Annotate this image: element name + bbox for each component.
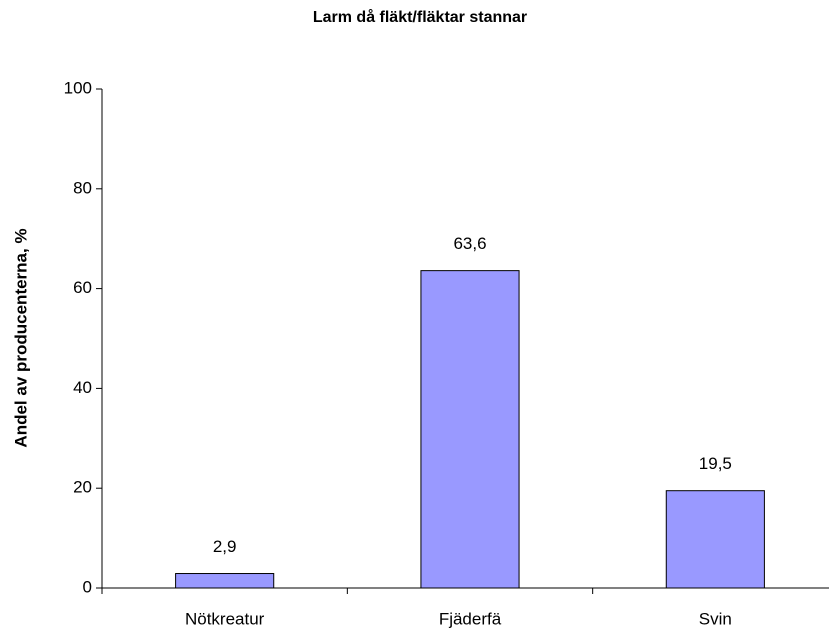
value-label: 19,5 [699, 454, 732, 473]
bar [175, 573, 275, 589]
x-tick-label: Fjäderfä [439, 609, 502, 628]
y-tick-label: 40 [73, 378, 92, 397]
y-tick-label: 100 [64, 78, 92, 97]
bar [420, 270, 520, 589]
chart-title: Larm då fläkt/fläktar stannar [313, 8, 527, 26]
value-label: 63,6 [453, 234, 486, 253]
y-tick-label: 60 [73, 278, 92, 297]
y-axis-label: Andel av producenterna, % [11, 228, 30, 447]
value-label: 2,9 [213, 537, 237, 556]
y-tick-label: 20 [73, 478, 92, 497]
x-tick-label: Svin [699, 609, 732, 628]
x-tick-label: Nötkreatur [185, 609, 265, 628]
bar [665, 490, 765, 589]
y-tick-label: 0 [83, 577, 92, 596]
y-tick-label: 80 [73, 178, 92, 197]
